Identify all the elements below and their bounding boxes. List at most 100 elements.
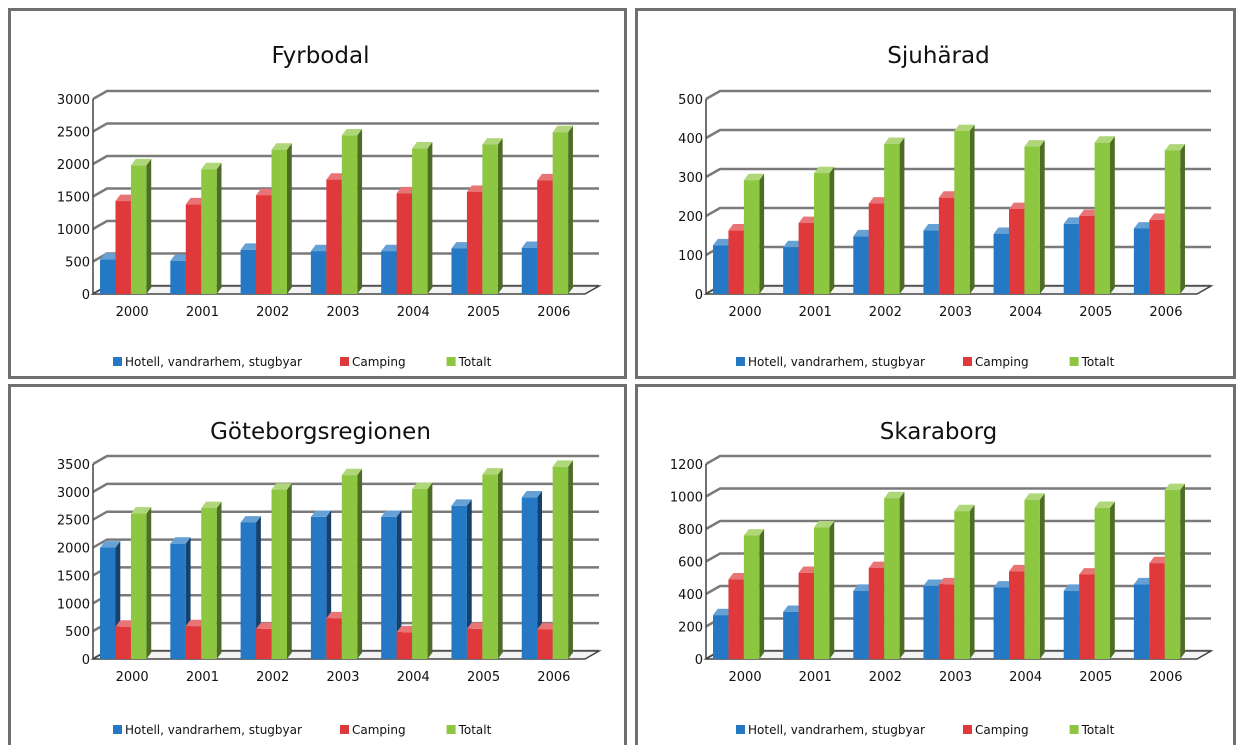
- legend-swatch: [963, 725, 972, 734]
- x-tick-label: 2000: [729, 670, 762, 685]
- bar-totalt-2006: [1164, 483, 1185, 659]
- legend-label: Totalt: [1081, 723, 1115, 737]
- chart-legend: Hotell, vandrarhem, stugbyar Camping Total…: [113, 723, 492, 737]
- y-tick-label: 3500: [57, 458, 90, 473]
- chart-svg: Sjuhärad 0 100 200 300 400 500 2000 2001 2002 2003…: [678, 43, 1214, 369]
- legend-swatch: [113, 725, 122, 734]
- bar-totalt-2001: [814, 166, 835, 294]
- chart-title: Sjuhärad: [887, 43, 989, 69]
- bar-totalt-2005: [1094, 136, 1115, 294]
- bar-totalt-2001: [201, 501, 222, 659]
- bar-totalt-2006: [552, 125, 573, 294]
- x-tick-label: 2006: [537, 305, 570, 320]
- x-tick-label: 2006: [1149, 670, 1182, 685]
- bar-totalt-2002: [271, 143, 292, 294]
- x-tick-label: 2002: [256, 305, 289, 320]
- gridline: [705, 552, 1211, 563]
- y-tick-label: 2500: [57, 126, 90, 141]
- bar-totalt-2001: [201, 162, 222, 294]
- gridline: [705, 128, 1211, 140]
- gridline: [92, 454, 599, 466]
- x-tick-label: 2002: [869, 305, 902, 320]
- bar-totalt-2001: [814, 520, 835, 659]
- chart-title: Skaraborg: [880, 419, 997, 445]
- x-tick-label: 2002: [869, 670, 902, 685]
- y-tick-label: 1500: [57, 191, 90, 206]
- x-tick-label: 2001: [186, 670, 219, 685]
- gridline: [705, 584, 1211, 596]
- x-tick-label: 2003: [326, 305, 359, 320]
- gridline: [92, 187, 599, 198]
- gridline: [705, 454, 1211, 466]
- gridline: [705, 89, 1211, 101]
- bar-totalt-2000: [130, 507, 152, 659]
- x-tick-label: 2004: [1009, 305, 1042, 320]
- gridline: [92, 122, 599, 133]
- bar-totalt-2004: [1024, 493, 1045, 659]
- y-tick-label: 0: [82, 288, 90, 303]
- chart-svg: Skaraborg 0 200 400 600 800 1000 1200 2000 2001 20…: [670, 419, 1214, 737]
- legend-label: Hotell, vandrarhem, stugbyar: [748, 723, 925, 737]
- x-tick-label: 2006: [1149, 305, 1182, 320]
- bar-totalt-2004: [412, 482, 433, 659]
- x-tick-label: 2004: [397, 670, 430, 685]
- legend-swatch: [113, 357, 122, 366]
- y-tick-label: 3000: [57, 486, 90, 501]
- legend-label: Hotell, vandrarhem, stugbyar: [125, 723, 302, 737]
- bar-hotell-vandrarhem-stugbyar-2006: [521, 491, 543, 659]
- x-tick-label: 2000: [729, 305, 762, 320]
- legend-swatch: [736, 725, 745, 734]
- y-tick-label: 600: [678, 556, 703, 571]
- legend-label: Totalt: [1081, 355, 1115, 369]
- legend-label: Camping: [975, 355, 1029, 369]
- x-tick-label: 2006: [537, 670, 570, 685]
- y-tick-label: 200: [678, 210, 703, 225]
- y-tick-label: 0: [695, 288, 703, 303]
- y-tick-label: 3000: [57, 93, 90, 108]
- legend-label: Hotell, vandrarhem, stugbyar: [748, 355, 925, 369]
- y-tick-label: 2000: [57, 158, 90, 173]
- y-tick-label: 400: [678, 132, 703, 147]
- y-tick-label: 1200: [670, 458, 703, 473]
- chart-panel-skaraborg: Skaraborg 0 200 400 600 800 1000 1200 2000 2001 20…: [635, 384, 1236, 745]
- bar-totalt-2003: [954, 124, 975, 294]
- x-tick-label: 2000: [116, 305, 149, 320]
- x-tick-label: 2001: [799, 670, 832, 685]
- y-tick-label: 500: [678, 93, 703, 108]
- y-tick-label: 200: [678, 621, 703, 636]
- legend-swatch: [1069, 725, 1079, 734]
- bar-totalt-2000: [743, 529, 765, 659]
- y-tick-label: 400: [678, 588, 703, 603]
- x-tick-label: 2003: [939, 670, 972, 685]
- chart-legend: Hotell, vandrarhem, stugbyar Camping Total…: [113, 355, 492, 369]
- chart-legend: Hotell, vandrarhem, stugbyar Camping Total…: [736, 723, 1115, 737]
- x-tick-label: 2003: [326, 670, 359, 685]
- x-tick-label: 2004: [397, 305, 430, 320]
- bar-totalt-2004: [412, 142, 433, 294]
- y-tick-label: 800: [678, 523, 703, 538]
- legend-swatch: [446, 725, 456, 734]
- y-tick-label: 300: [678, 171, 703, 186]
- bar-hotell-vandrarhem-stugbyar-2004: [381, 510, 402, 659]
- bar-totalt-2005: [1094, 501, 1115, 659]
- x-tick-label: 2003: [939, 305, 972, 320]
- legend-label: Camping: [352, 355, 406, 369]
- chart-legend: Hotell, vandrarhem, stugbyar Camping Total…: [736, 355, 1115, 369]
- bar-totalt-2003: [954, 504, 975, 659]
- y-tick-label: 500: [65, 256, 90, 271]
- y-tick-label: 0: [82, 653, 90, 668]
- bar-totalt-2006: [1164, 144, 1185, 294]
- y-tick-label: 1500: [57, 569, 90, 584]
- legend-swatch: [340, 357, 349, 366]
- chart-title: Fyrbodal: [272, 43, 370, 69]
- gridline: [705, 167, 1211, 179]
- y-tick-label: 100: [678, 249, 703, 264]
- x-tick-label: 2002: [256, 670, 289, 685]
- y-tick-label: 1000: [57, 597, 90, 612]
- bar-hotell-vandrarhem-stugbyar-2005: [451, 499, 472, 659]
- bar-totalt-2003: [341, 129, 363, 294]
- gridline: [705, 206, 1211, 218]
- x-tick-label: 2004: [1009, 670, 1042, 685]
- legend-label: Camping: [975, 723, 1029, 737]
- bar-totalt-2004: [1024, 140, 1045, 294]
